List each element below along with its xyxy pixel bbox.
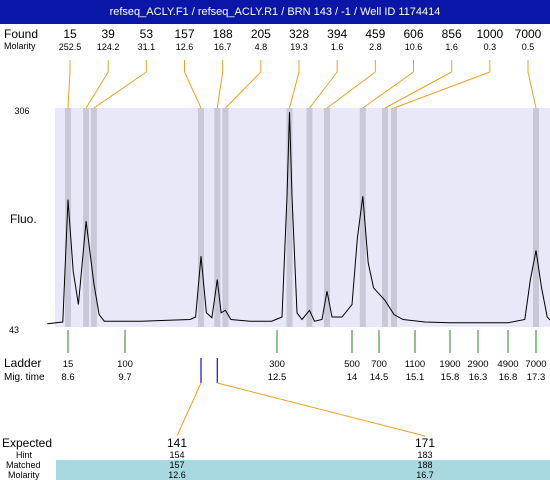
peak-band <box>90 108 97 327</box>
hint-value: 154 <box>169 450 184 460</box>
ladder-size-label: 1900 <box>439 359 460 370</box>
found-size-label: 205 <box>251 27 271 41</box>
found-molarity-label: 0.3 <box>484 42 497 52</box>
found-molarity-label: 16.7 <box>214 42 232 52</box>
peak-band <box>198 108 204 327</box>
peak-connector <box>384 71 452 109</box>
found-molarity-label: 10.6 <box>405 42 423 52</box>
found-molarity-label: 1.6 <box>445 42 458 52</box>
found-size-label: 459 <box>365 27 385 41</box>
y-tick-label-min: 43 <box>9 325 19 335</box>
y-axis-title: Fluo. <box>10 212 37 226</box>
peak-connector <box>93 71 147 109</box>
peak-connector <box>67 71 71 109</box>
ladder-mig-time-label: 15.1 <box>406 372 425 383</box>
ladder-mig-time-label: 12.5 <box>268 372 287 383</box>
found-size-label: 7000 <box>515 27 542 41</box>
fluorescence-trace <box>47 112 550 325</box>
found-row-label: Found <box>4 27 38 41</box>
mig-time-row-label: Mig. time <box>4 372 45 383</box>
found-molarity-label: 124.2 <box>97 42 120 52</box>
plot-area <box>55 108 550 327</box>
found-size-label: 856 <box>442 27 462 41</box>
matched-value: 188 <box>417 460 432 470</box>
ladder-mig-time-label: 17.3 <box>527 372 546 383</box>
ladder-size-label: 4900 <box>497 359 518 370</box>
found-molarity-label: 1.6 <box>331 42 344 52</box>
found-molarity-label: 4.8 <box>255 42 268 52</box>
found-molarity-label: 0.5 <box>522 42 535 52</box>
found-size-label: 157 <box>174 27 194 41</box>
peak-connector <box>184 71 202 109</box>
found-molarity-label: 252.5 <box>59 42 82 52</box>
molarity-table-row-label: Molarity <box>8 470 40 480</box>
hint-row-label: Hint <box>16 450 33 460</box>
found-molarity-label: 19.3 <box>290 42 308 52</box>
ladder-size-label: 500 <box>344 359 360 370</box>
peak-band <box>83 108 90 327</box>
chart-title: refseq_ACLY.F1 / refseq_ACLY.R1 / BRN 14… <box>0 0 550 24</box>
ladder-mig-time-label: 14.5 <box>370 372 389 383</box>
peak-connector <box>216 71 224 109</box>
ladder-size-label: 7000 <box>525 359 546 370</box>
ladder-size-label: 300 <box>269 359 285 370</box>
peak-connector <box>85 71 109 109</box>
molarity-value: 16.7 <box>416 470 434 480</box>
expected-value: 171 <box>415 436 435 450</box>
matched-peak-connector <box>176 382 202 437</box>
molarity-row-highlight <box>56 470 550 480</box>
ladder-size-label: 700 <box>371 359 387 370</box>
matched-row-highlight <box>56 460 550 470</box>
peak-connector <box>326 71 376 109</box>
found-molarity-label: 31.1 <box>138 42 156 52</box>
peak-connector <box>225 71 262 109</box>
ladder-mig-time-label: 9.7 <box>118 372 131 383</box>
peak-band <box>359 108 366 327</box>
found-molarity-label: 12.6 <box>176 42 194 52</box>
expected-row-label: Expected <box>2 436 52 450</box>
found-size-label: 39 <box>101 27 115 41</box>
ladder-size-label: 15 <box>63 359 74 370</box>
found-size-label: 53 <box>140 27 154 41</box>
found-size-label: 394 <box>327 27 347 41</box>
ladder-mig-time-label: 16.8 <box>499 372 518 383</box>
peak-band <box>533 108 539 327</box>
ladder-mig-time-label: 8.6 <box>61 372 74 383</box>
found-molarity-label: 2.8 <box>369 42 382 52</box>
peak-band <box>306 108 313 327</box>
ladder-size-label: 2900 <box>467 359 488 370</box>
molarity-row-label: Molarity <box>4 41 36 51</box>
peak-band <box>214 108 221 327</box>
peak-band <box>286 108 293 327</box>
molarity-value: 12.6 <box>168 470 186 480</box>
ladder-row-label: Ladder <box>4 356 41 370</box>
peak-connector <box>309 71 338 109</box>
peak-band <box>324 108 330 327</box>
ladder-mig-time-label: 16.3 <box>469 372 488 383</box>
peak-band <box>391 108 397 327</box>
found-size-label: 328 <box>289 27 309 41</box>
found-size-label: 606 <box>403 27 423 41</box>
ladder-size-label: 1100 <box>405 359 425 370</box>
ladder-size-label: 100 <box>117 359 133 370</box>
peak-connector <box>289 71 300 109</box>
peak-band <box>382 108 388 327</box>
ladder-mig-time-label: 15.8 <box>441 372 460 383</box>
peak-connector <box>362 71 414 109</box>
peak-connector <box>527 71 537 109</box>
expected-value: 141 <box>167 436 187 450</box>
matched-value: 157 <box>169 460 184 470</box>
found-size-label: 15 <box>63 27 77 41</box>
peak-connector <box>393 71 491 109</box>
found-size-label: 1000 <box>476 27 503 41</box>
matched-peak-connector <box>217 382 426 437</box>
peak-band <box>222 108 229 327</box>
matched-row-label: Matched <box>6 460 41 470</box>
ladder-mig-time-label: 14 <box>347 372 358 383</box>
y-tick-label-max: 306 <box>14 106 29 116</box>
found-size-label: 188 <box>213 27 233 41</box>
peak-band <box>65 108 71 327</box>
hint-value: 183 <box>417 450 432 460</box>
